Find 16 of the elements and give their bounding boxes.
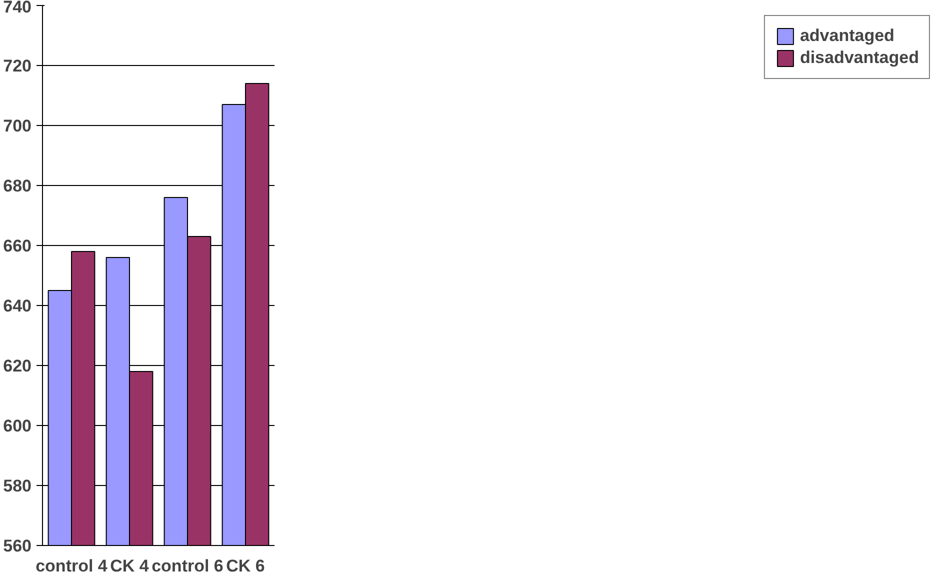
legend-label: advantaged (800, 26, 894, 46)
x-tick-label: control 4 (36, 556, 108, 576)
y-tick-label: 720 (3, 56, 32, 76)
y-tick-label: 660 (3, 236, 32, 256)
y-tick-label: 640 (3, 296, 32, 316)
x-tick-label: CK 4 (110, 556, 150, 576)
x-tick-label: CK 6 (226, 556, 265, 576)
x-tick-label: control 6 (152, 556, 224, 576)
y-tick-label: 680 (3, 176, 32, 196)
y-tick-label: 560 (3, 536, 32, 556)
y-tick-label: 620 (3, 356, 32, 376)
legend-label: disadvantaged (800, 48, 919, 68)
y-tick-label: 700 (3, 116, 32, 136)
y-tick-label: 600 (3, 416, 32, 436)
y-tick-label: 580 (3, 476, 32, 496)
y-tick-label: 740 (3, 0, 32, 16)
